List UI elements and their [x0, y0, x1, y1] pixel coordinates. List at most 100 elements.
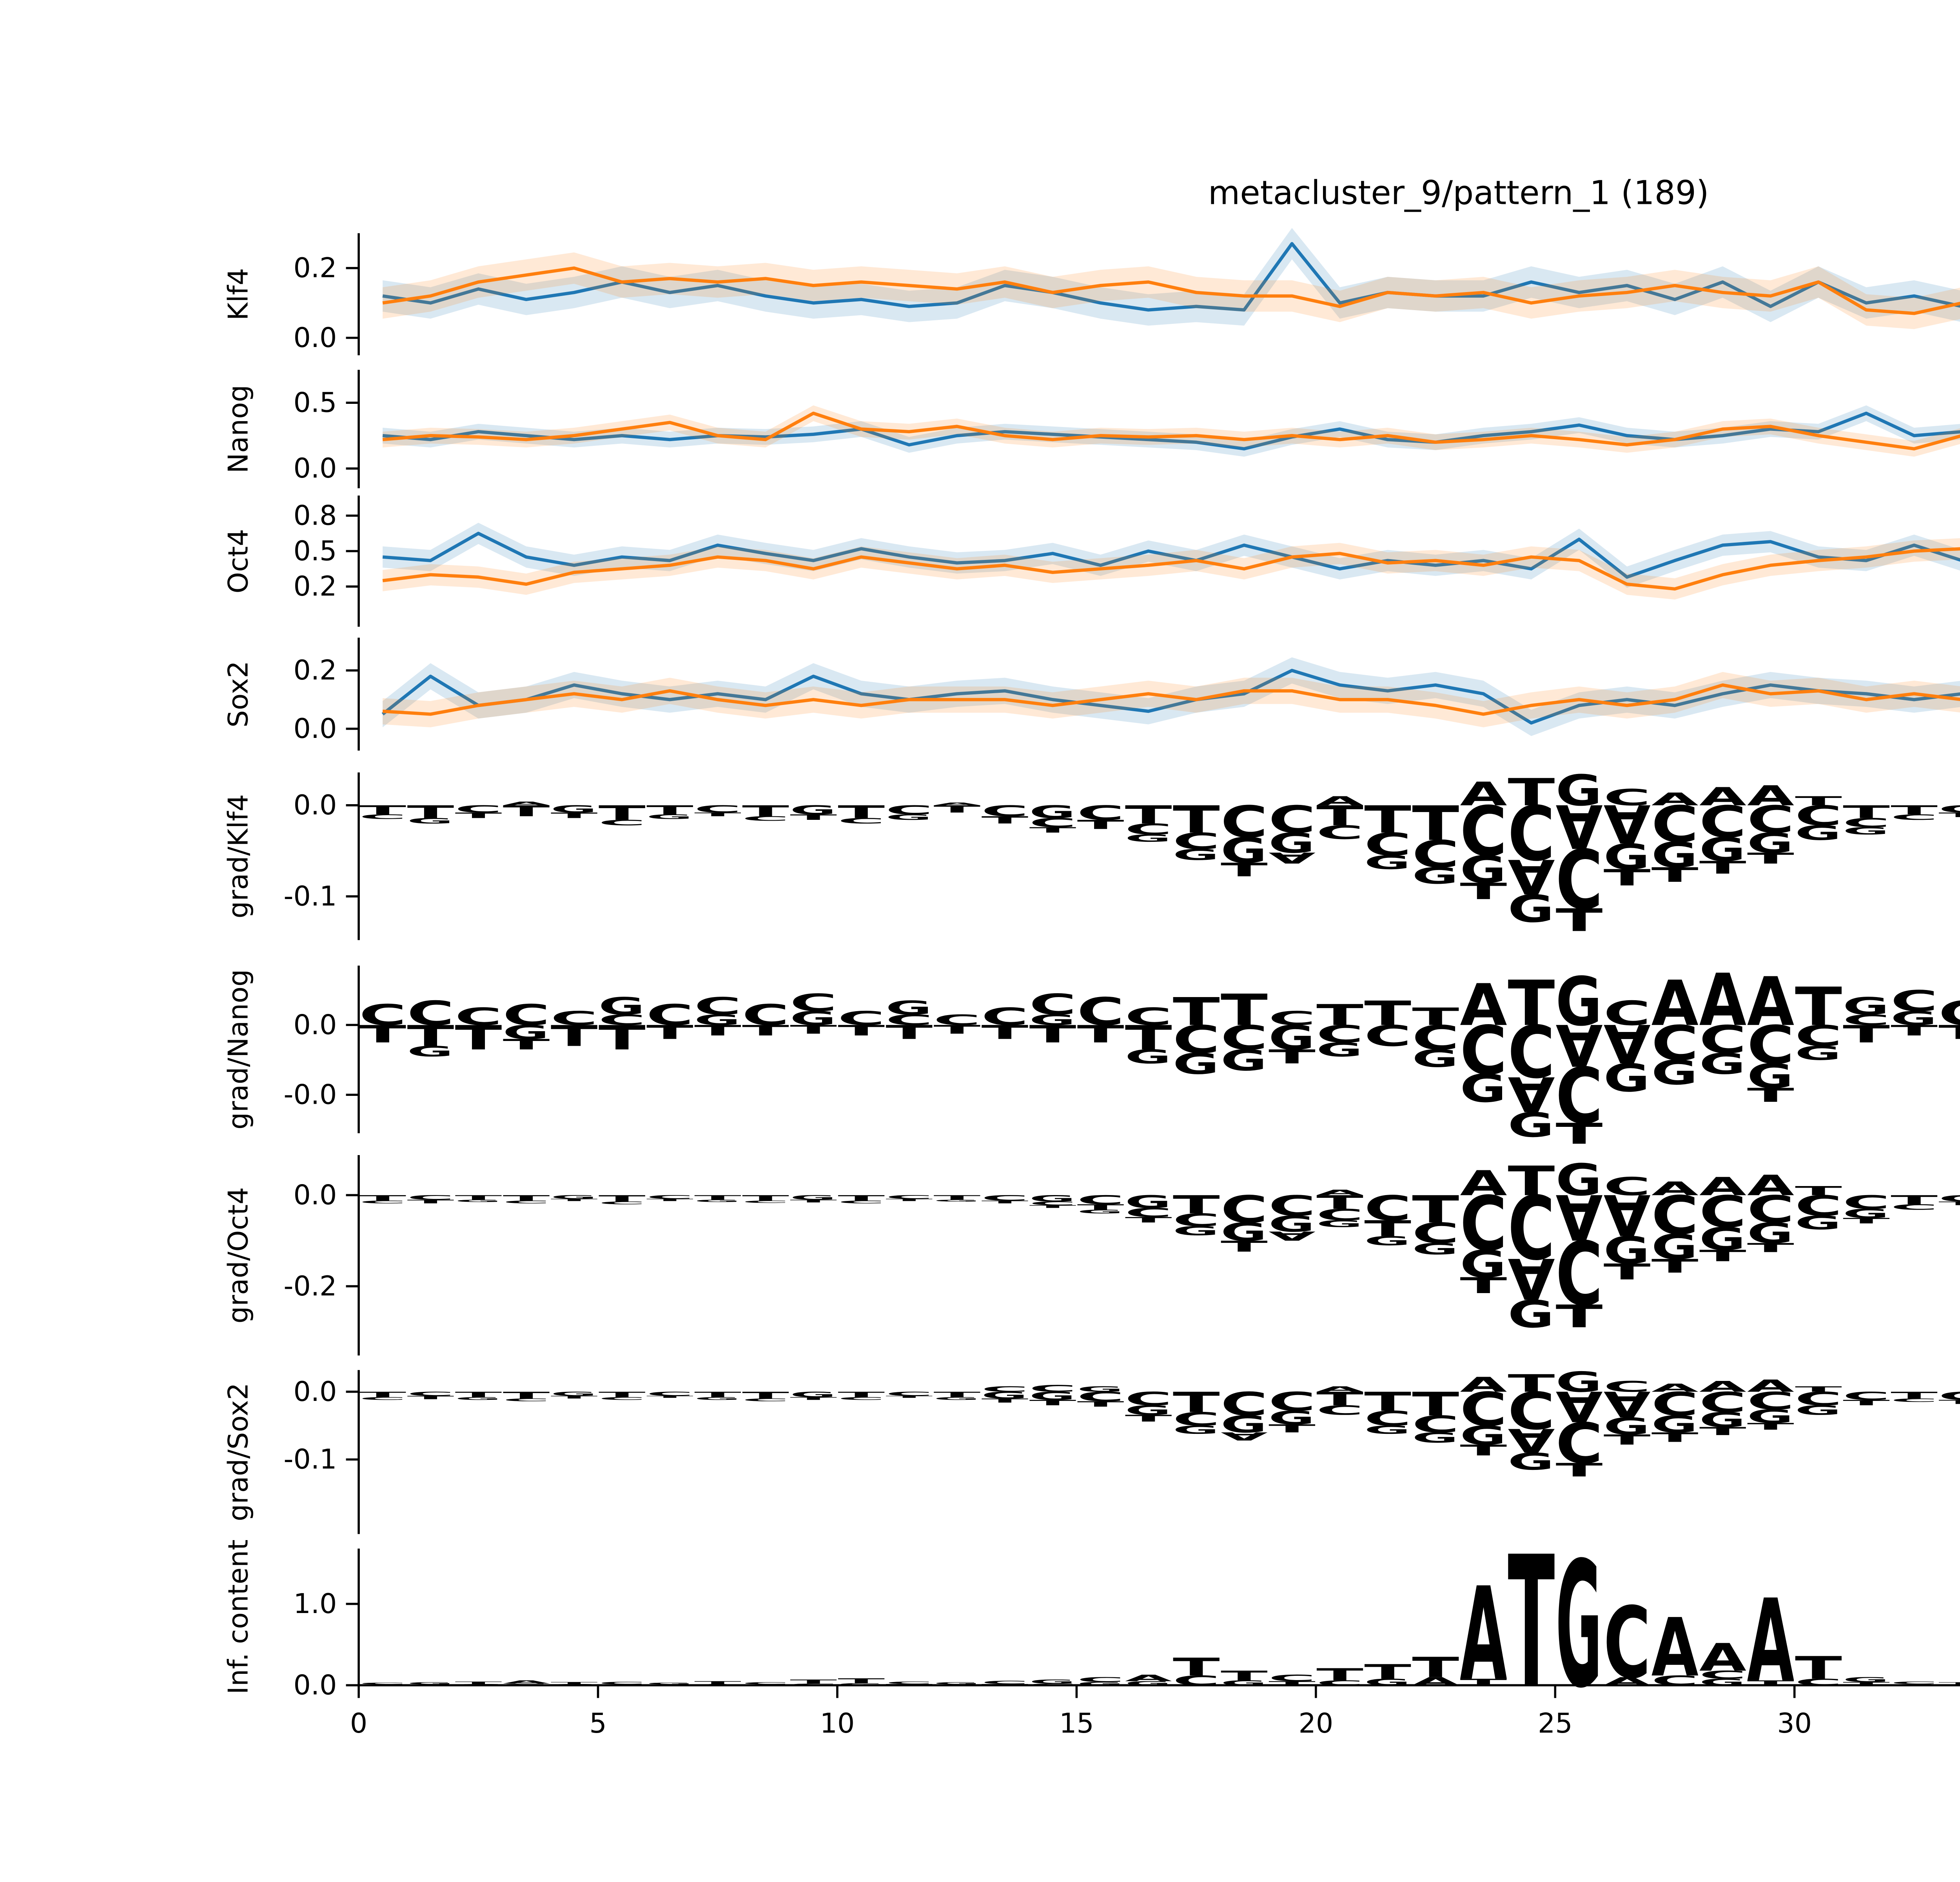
- logo-letter-T: T: [1699, 857, 1746, 878]
- logo-letter-G: G: [1125, 1192, 1171, 1212]
- logo-letter-C: C: [599, 1681, 646, 1685]
- logo-letter-C: C: [1699, 1668, 1746, 1681]
- logo-letter-G: G: [933, 1682, 980, 1685]
- logo-letter-C: C: [1125, 1388, 1172, 1410]
- logo-letter-G: G: [790, 1194, 836, 1201]
- logo-letter-T: T: [1651, 863, 1699, 887]
- logo-letter-G: G: [1316, 1219, 1363, 1230]
- logo-letter-T: T: [981, 1021, 1028, 1044]
- logo-letter-G: G: [694, 1199, 740, 1203]
- logo-letter-A: A: [1747, 1376, 1794, 1396]
- logo-letter-A: A: [1508, 1066, 1555, 1122]
- logo-letter-T: T: [1891, 1193, 1938, 1207]
- logo-letter-C: C: [1843, 1390, 1890, 1402]
- logo-letter-C: C: [694, 992, 741, 1020]
- logo-letter-C: C: [1938, 803, 1960, 815]
- logo-letter-C: C: [1938, 1390, 1960, 1402]
- logo-letter-G: G: [1460, 1243, 1506, 1286]
- logo-letter-A: A: [1555, 1382, 1602, 1430]
- y-tick-label: 0.0: [294, 789, 337, 821]
- logo-letter-T: T: [1843, 1217, 1890, 1225]
- logo-letter-A: A: [1269, 849, 1316, 867]
- logo-letter-C: C: [742, 815, 789, 822]
- logo-letter-T: T: [1221, 1238, 1268, 1255]
- logo-letter-T: T: [599, 1390, 646, 1399]
- logo-letter-A: A: [1125, 1673, 1172, 1683]
- logo-letter-G: G: [1508, 1293, 1554, 1336]
- logo-letter-G: G: [1555, 963, 1602, 1041]
- logo-letter-C: C: [1364, 827, 1411, 863]
- logo-letter-G: G: [1364, 1423, 1410, 1436]
- logo-letter-G: G: [1269, 1407, 1315, 1429]
- logo-letter-T: T: [1555, 1117, 1602, 1150]
- logo-letter-T: T: [1173, 1653, 1220, 1682]
- logo-letter-A: A: [1699, 782, 1746, 811]
- logo-letter-C: C: [742, 1682, 789, 1685]
- logo-letter-C: C: [1795, 800, 1842, 832]
- logo-letter-C: C: [1699, 1386, 1746, 1419]
- logo-letter-G: G: [407, 1043, 453, 1060]
- logo-letter-G: G: [1077, 1209, 1123, 1215]
- logo-letter-G: G: [646, 1682, 693, 1685]
- logo-letter-T: T: [1029, 1204, 1076, 1209]
- logo-letter-C: C: [1891, 1398, 1938, 1403]
- logo-letter-A: A: [1747, 780, 1794, 812]
- logo-letter-A: A: [1460, 1163, 1507, 1203]
- logo-letter-C: C: [1604, 994, 1651, 1033]
- logo-letter-A: A: [1747, 963, 1794, 1041]
- logo-letter-T: T: [1795, 794, 1842, 808]
- logo-letter-C: C: [599, 1397, 646, 1401]
- logo-letter-C: C: [407, 1391, 454, 1397]
- logo-letter-G: G: [1412, 1430, 1458, 1446]
- logo-letter-T: T: [1938, 1201, 1960, 1206]
- logo-letter-A: A: [1699, 1378, 1746, 1395]
- logo-letter-G: G: [1651, 1227, 1698, 1267]
- logo-letter-C: C: [1555, 1412, 1602, 1476]
- logo-letter-C: C: [1508, 1382, 1555, 1441]
- logo-letter-C: C: [1029, 988, 1076, 1021]
- logo-letter-T: T: [1125, 801, 1172, 830]
- logo-letter-C: C: [359, 1397, 406, 1401]
- logo-letter-T: T: [1508, 1158, 1555, 1205]
- logo-letter-G: G: [933, 1397, 980, 1401]
- logo-letter-T: T: [1747, 1084, 1794, 1106]
- logo-letter-T: T: [359, 1390, 406, 1399]
- logo-letter-T: T: [1364, 1387, 1411, 1417]
- logo-letter-A: A: [1316, 794, 1364, 808]
- logo-letter-C: C: [1604, 1172, 1651, 1201]
- logo-letter-T: T: [407, 802, 454, 822]
- logo-letter-T: T: [1077, 1203, 1124, 1212]
- logo-letter-G: G: [551, 1194, 597, 1200]
- logo-letter-T: T: [1269, 1422, 1316, 1435]
- x-tick-label: 5: [589, 1708, 606, 1739]
- logo-letter-G: G: [1699, 831, 1746, 868]
- logo-letter-C: C: [503, 1398, 550, 1402]
- confidence-band-blue: [383, 405, 1960, 457]
- panel-klf4: 0.2 0.0 Klf4: [223, 228, 1960, 356]
- logo-letter-T: T: [1173, 1386, 1220, 1419]
- logo-letter-T: T: [503, 1390, 550, 1401]
- logo-letter-T: T: [1604, 1259, 1651, 1284]
- x-tick-label: 0: [350, 1708, 367, 1739]
- logo-letter-G: G: [1795, 1042, 1841, 1065]
- logo-letter-T: T: [1412, 1188, 1459, 1232]
- logo-letter-C: C: [1460, 792, 1507, 872]
- logo-letter-T: T: [1412, 1003, 1459, 1031]
- logo-letter-A: A: [1555, 1180, 1602, 1253]
- logo-letter-C: C: [1795, 1388, 1842, 1410]
- logo-letter-A: A: [1316, 1385, 1364, 1393]
- logo-letter-T: T: [455, 1390, 502, 1399]
- y-tick-label: -0.0: [283, 1079, 337, 1110]
- logo-letter-G: G: [1029, 1390, 1076, 1402]
- logo-letter-A: A: [1699, 1172, 1746, 1201]
- logo-letter-C: C: [1747, 798, 1794, 841]
- logo-letter-T: T: [1795, 976, 1842, 1037]
- logo-letter-T: T: [1938, 811, 1960, 818]
- logo-letter-T: T: [646, 1395, 693, 1399]
- logo-letter-T: T: [1364, 1660, 1411, 1684]
- panels-group: 0.20.0Klf40.50.0Nanog0.80.50.2Oct40.20.0…: [223, 228, 1960, 1728]
- logo-letter-C: C: [1460, 1382, 1507, 1437]
- logo-letter-T: T: [742, 803, 789, 820]
